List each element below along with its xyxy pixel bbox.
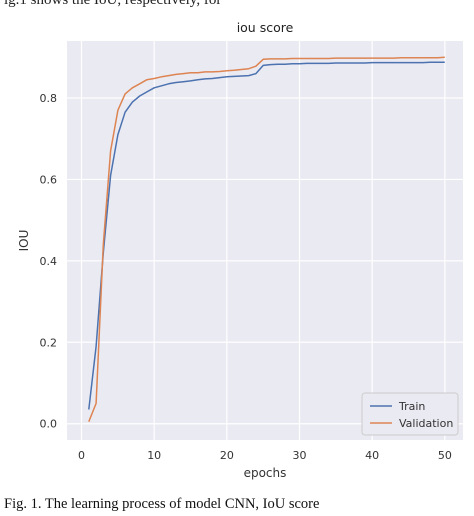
legend-box: [361, 392, 459, 436]
y-tick-labels: 0.0 0.2 0.4 0.6 0.8: [40, 92, 58, 431]
x-tick-label: 40: [365, 449, 379, 462]
y-tick-label: 0.0: [40, 418, 58, 431]
series-line-train: [88, 61, 445, 410]
figure-caption: Fig. 1. The learning process of model CN…: [4, 496, 320, 512]
series-line-validation: [88, 56, 445, 422]
y-tick-label: 0.4: [40, 255, 58, 268]
y-tick-label: 0.2: [40, 336, 58, 349]
y-tick-label: 0.8: [40, 92, 58, 105]
y-axis-label: IOU: [17, 230, 31, 252]
plot-area: [67, 41, 463, 440]
series-lines: [88, 56, 445, 422]
x-axis-label: epochs: [244, 466, 287, 480]
x-tick-labels: 0 10 20 30 40 50: [78, 449, 452, 462]
chart-title: iou score: [237, 20, 294, 35]
legend-train-label: Train: [398, 400, 425, 413]
x-tick-label: 50: [438, 449, 452, 462]
preceding-text-fragment: ig.1 shows the IoU, respectively, for: [4, 0, 222, 8]
legend: Train Validation: [361, 392, 459, 436]
iou-score-chart: 0.0 0.2 0.4 0.6 0.8 0 10 20 30 40 50 iou score ep…: [17, 20, 463, 480]
legend-validation-label: Validation: [399, 417, 453, 430]
y-tick-label: 0.6: [40, 173, 58, 186]
x-tick-label: 0: [78, 449, 85, 462]
x-tick-label: 30: [293, 449, 307, 462]
x-tick-label: 10: [147, 449, 161, 462]
x-tick-label: 20: [220, 449, 234, 462]
